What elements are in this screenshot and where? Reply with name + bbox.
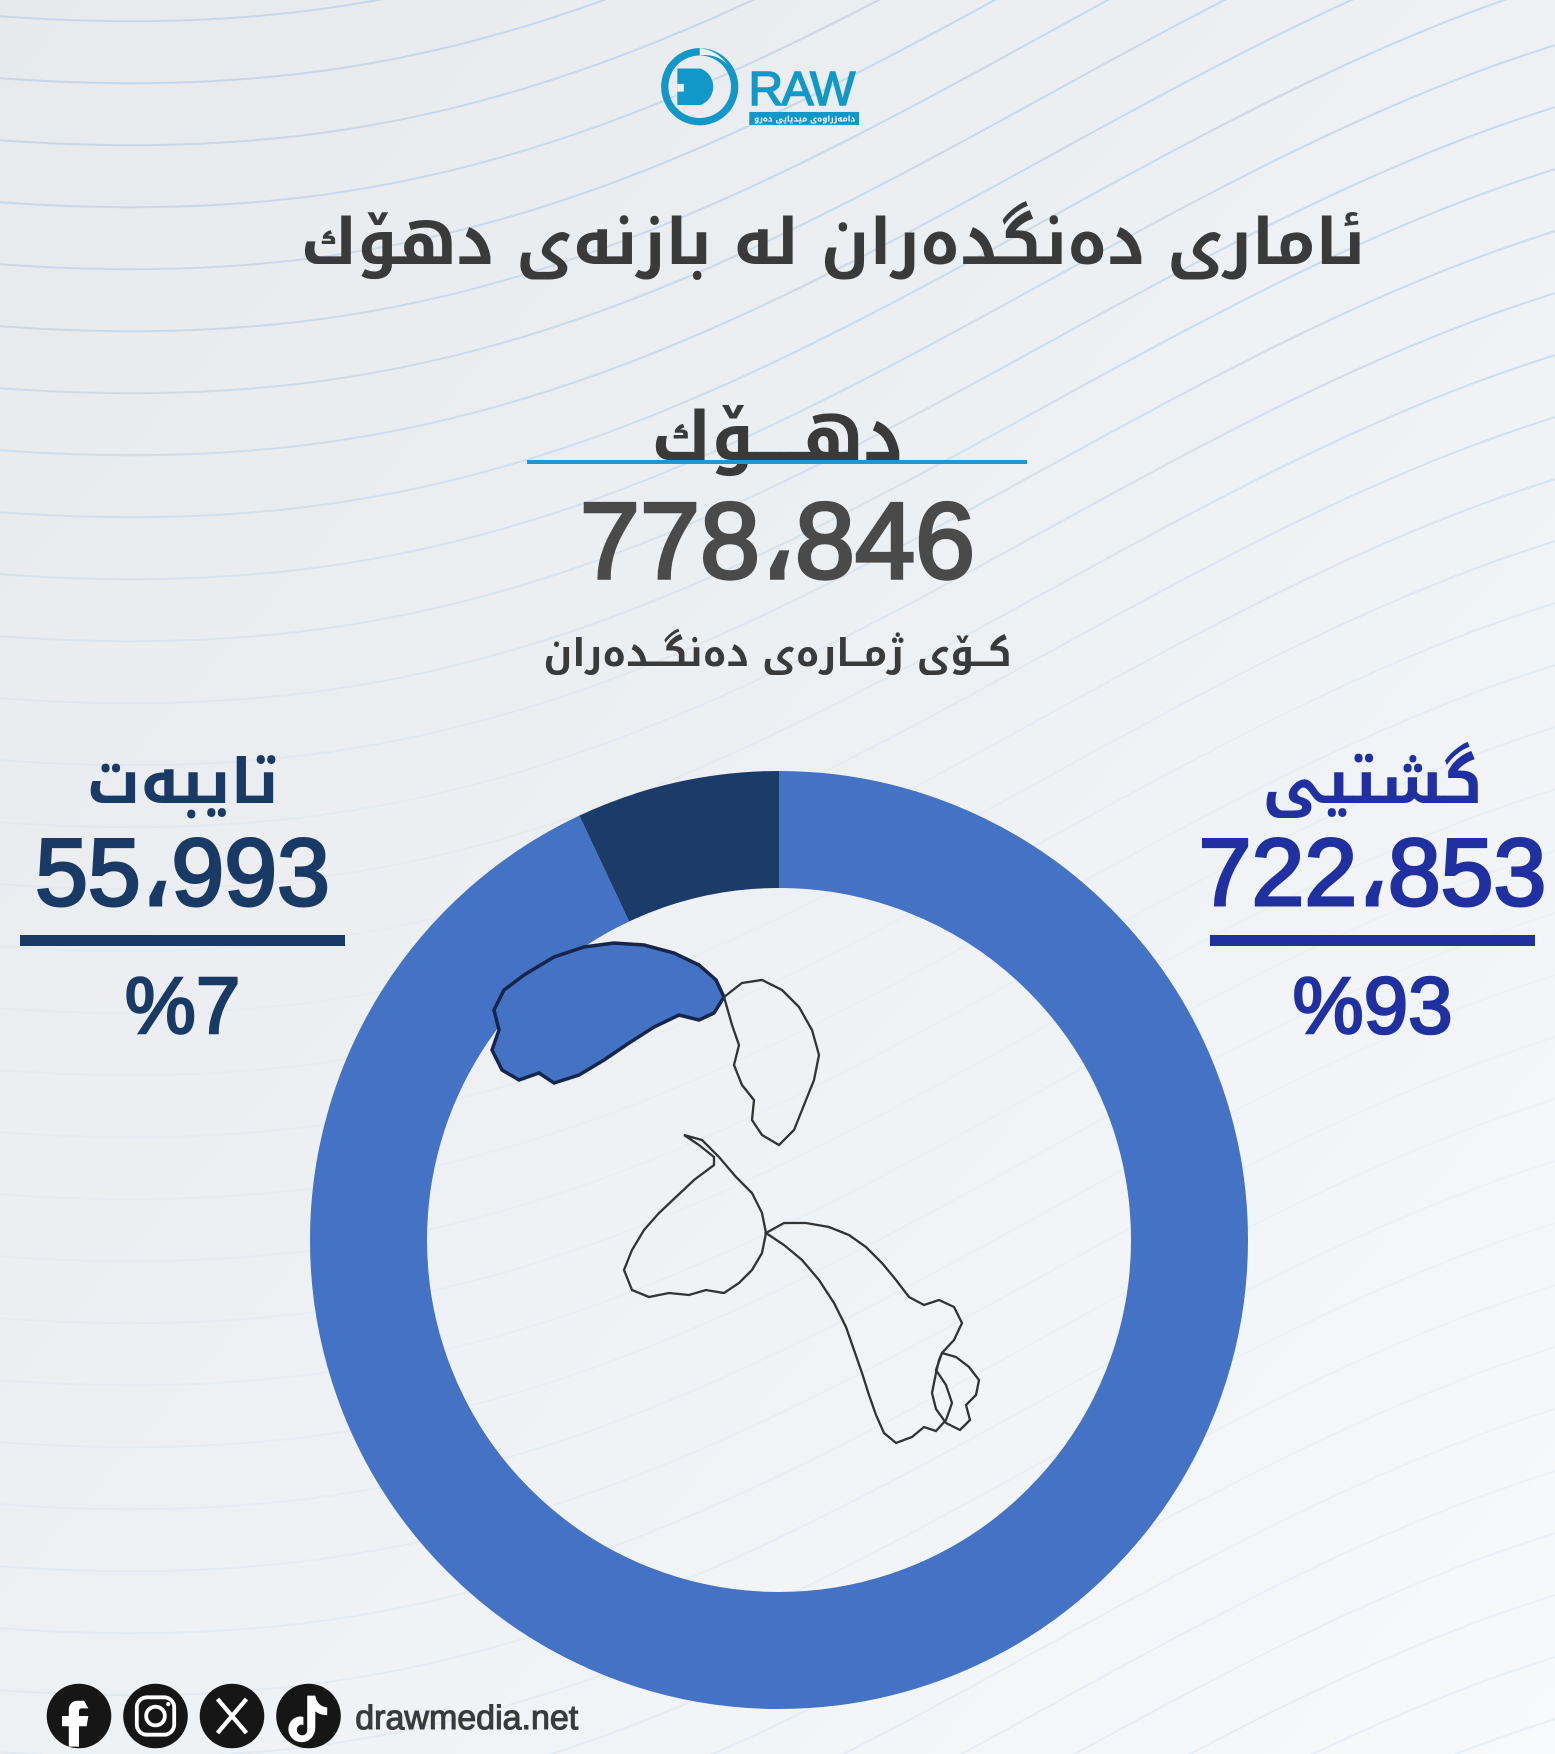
svg-text:دامەزراوەی میدیایی دەرو: دامەزراوەی میدیایی دەرو xyxy=(754,112,855,127)
svg-text:drawmedia.net: drawmedia.net xyxy=(355,1699,579,1737)
svg-text:RAW: RAW xyxy=(748,63,857,116)
